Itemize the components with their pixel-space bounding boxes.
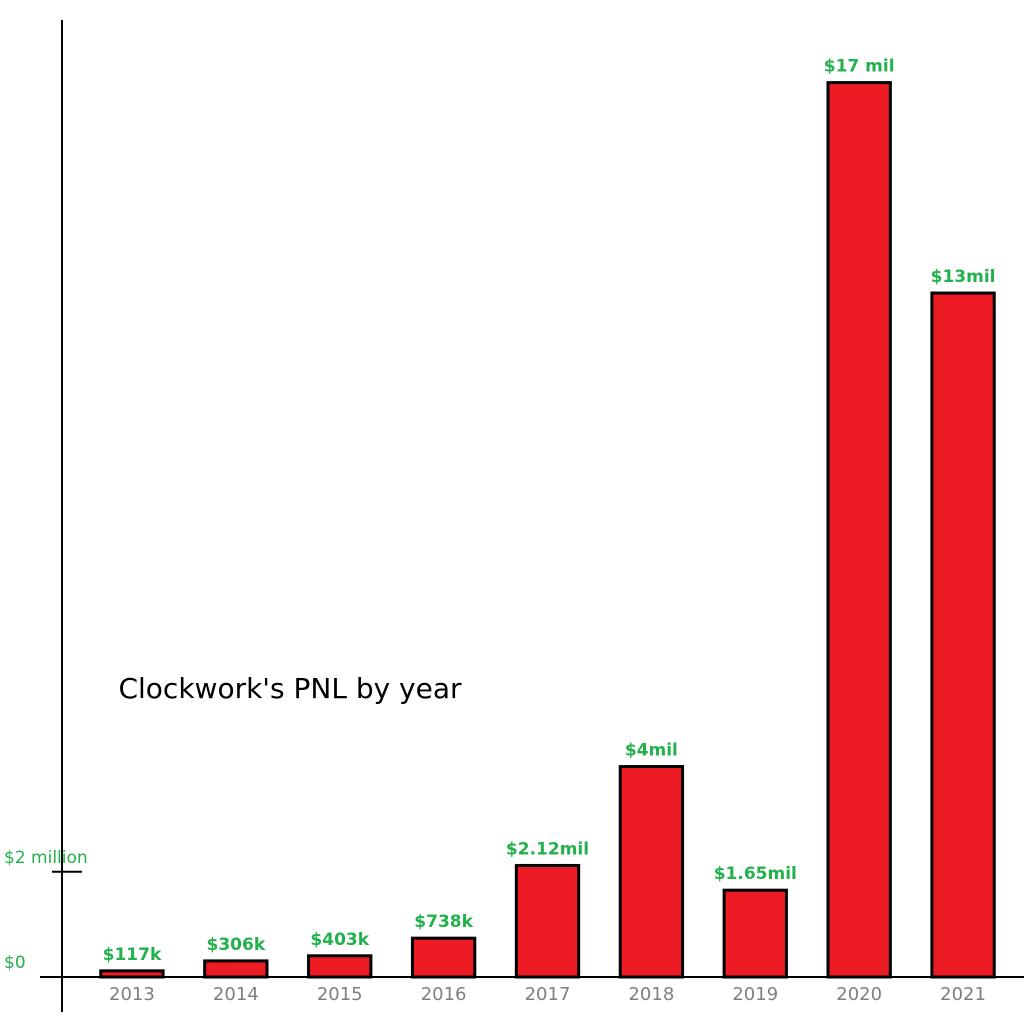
x-tick-label: 2020 <box>836 984 882 1005</box>
value-label: $117k <box>103 945 162 965</box>
x-tick-label: 2021 <box>940 984 986 1005</box>
bar <box>99 969 165 979</box>
y-tick-label: $0 <box>4 953 26 973</box>
value-label: $306k <box>207 935 266 955</box>
bar <box>722 888 788 979</box>
value-label: $17 mil <box>824 57 895 77</box>
value-label: $738k <box>414 912 473 932</box>
bar <box>410 936 477 979</box>
value-label: $13mil <box>931 267 996 287</box>
bar <box>618 765 685 979</box>
chart-title: Clockwork's PNL by year <box>118 672 462 705</box>
value-label: $1.65mil <box>714 864 797 884</box>
x-tick-label: 2015 <box>317 984 363 1005</box>
x-tick-label: 2017 <box>525 984 571 1005</box>
x-tick-label: 2014 <box>213 984 259 1005</box>
value-label: $4mil <box>625 741 678 761</box>
x-tick-label: 2013 <box>109 984 155 1005</box>
bar <box>307 954 373 979</box>
bar <box>514 863 581 979</box>
x-tick-label: 2016 <box>421 984 467 1005</box>
bar <box>930 291 996 979</box>
bar <box>203 959 269 979</box>
value-label: $2.12mil <box>506 839 589 859</box>
y-tick-label: $2 million <box>4 848 88 868</box>
x-tick-label: 2019 <box>732 984 778 1005</box>
bar <box>826 81 892 979</box>
x-tick-label: 2018 <box>628 984 674 1005</box>
value-label: $403k <box>310 930 369 950</box>
